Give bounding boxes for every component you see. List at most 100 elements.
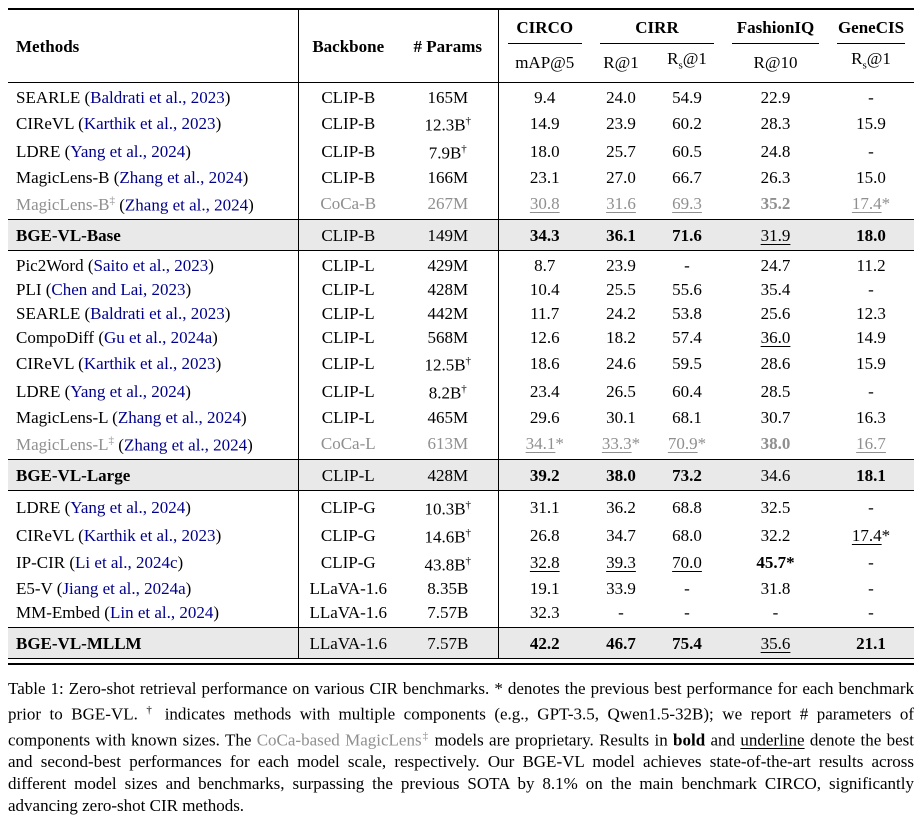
value-cell: 69.3: [651, 189, 723, 220]
value-cell: 27.0: [591, 165, 651, 189]
value-cell: 25.5: [591, 278, 651, 302]
spacer-cell: [8, 659, 914, 665]
value-cell: 35.2: [723, 189, 828, 220]
value-cell: 36.1: [591, 220, 651, 251]
metric-value: 54.9: [672, 88, 702, 108]
citation-link[interactable]: Lin et al., 2024: [109, 603, 214, 623]
citation-link[interactable]: Karthik et al., 2023: [83, 354, 216, 374]
table-row: PLI (Chen and Lai, 2023) CLIP-L 428M 10.4 25…: [8, 277, 914, 302]
citation-link[interactable]: Gu et al., 2024a: [104, 328, 213, 348]
metric-value: 59.5: [672, 354, 702, 374]
table-row: IP-CIR (Li et al., 2024c) CLIP-G 43.8B† 32.…: [8, 549, 914, 577]
value-cell: -: [591, 601, 651, 628]
value-cell: 35.4: [723, 278, 828, 302]
value-cell: -: [828, 601, 914, 628]
value-cell: 15.0: [828, 165, 914, 189]
citation-link[interactable]: Saito et al., 2023: [93, 256, 209, 276]
value-cell: 10.4: [498, 278, 591, 302]
table-row: Pic2Word (Saito et al., 2023) CLIP-L 429M 8…: [8, 250, 914, 278]
method-name: MagicLens-L‡: [16, 434, 115, 455]
citation-link[interactable]: Zhang et al., 2024: [124, 195, 249, 215]
metric-value: 32.3: [529, 603, 560, 623]
value-cell: -: [828, 491, 914, 522]
citation-link[interactable]: Karthik et al., 2023: [83, 114, 216, 134]
paren: (: [114, 195, 125, 215]
citation-link[interactable]: Yang et al., 2024: [70, 381, 186, 401]
params-cell: 428M: [398, 459, 499, 491]
paren: (: [73, 354, 84, 374]
method-cell: SEARLE (Baldrati et al., 2023): [8, 82, 299, 110]
backbone-cell: CLIP-G: [320, 498, 376, 518]
method-block: Pic2Word (Saito et al., 2023) CLIP-L 429M 8…: [8, 250, 915, 460]
metric-value: 26.3: [760, 167, 791, 187]
value-cell: 46.7: [591, 628, 651, 659]
method-name: LDRE: [16, 498, 61, 518]
method-name: SEARLE: [16, 88, 81, 108]
metric-value: 11.7: [530, 304, 560, 324]
value-cell: 24.0: [591, 83, 651, 110]
metric-value: 31.6: [606, 193, 636, 213]
value-cell: 28.6: [723, 350, 828, 378]
citation-link[interactable]: Baldrati et al., 2023: [90, 304, 225, 324]
paren: ): [215, 354, 222, 374]
value-cell: 34.3: [498, 220, 591, 251]
value-cell: -: [651, 577, 723, 601]
citation-link[interactable]: Zhang et al., 2024: [119, 167, 243, 187]
value-cell: 12.3: [828, 302, 914, 326]
bge-section: BGE-VL-MLLM LLaVA-1.6 7.57B 42.2 46.7 75.4 35.…: [8, 627, 915, 659]
metric-value: 24.7: [760, 256, 791, 276]
method-cell: MagicLens-L‡ (Zhang et al., 2024): [8, 429, 299, 460]
group-rule: [507, 43, 582, 44]
metric-value: 24.8: [760, 141, 791, 161]
group-rule: [600, 43, 715, 44]
value-cell: 32.2: [723, 521, 828, 549]
params-cell: 14.6B†: [398, 521, 499, 550]
bge-section: BGE-VL-Base CLIP-B 149M 34.3 36.1 71.6 31.9 18.…: [8, 219, 915, 251]
citation-link[interactable]: Li et al., 2024c: [75, 553, 178, 573]
value-cell: 42.2: [498, 628, 591, 659]
value-cell: 11.7: [498, 302, 591, 326]
value-cell: -: [828, 549, 914, 577]
paren: (: [52, 579, 63, 599]
value-cell: 28.5: [723, 378, 828, 406]
value-cell: 9.4: [498, 83, 591, 110]
metric-value: 16.7: [856, 433, 886, 453]
table-row: LDRE (Yang et al., 2024) CLIP-L 8.2B† 23.4 2…: [8, 377, 914, 406]
group-label: CIRR: [635, 18, 679, 37]
group-header-row: Methods Backbone # Params CIRCO CIRR Fas…: [8, 9, 914, 83]
backbone-cell: CLIP-B: [321, 141, 376, 161]
bge-highlight-row: BGE-VL-Large CLIP-L 428M 39.2 38.0 73.2 34.6 18…: [8, 459, 915, 491]
citation-link[interactable]: Baldrati et al., 2023: [90, 88, 225, 108]
paren: (: [41, 280, 52, 300]
params-cell: 10.3B†: [398, 490, 499, 522]
params-cell: 8.35B: [398, 576, 499, 601]
table-row: MagicLens-L (Zhang et al., 2024) CLIP-L 46…: [8, 405, 914, 430]
value-cell: 23.4: [498, 378, 591, 406]
metric-value: 14.9: [529, 114, 560, 134]
paren: (: [80, 88, 91, 108]
paren: ): [177, 553, 184, 573]
citation-link[interactable]: Karthik et al., 2023: [83, 525, 216, 545]
value-cell: 38.0: [723, 429, 828, 460]
metric-value: 68.1: [672, 407, 702, 427]
metric-value: 18.0: [529, 141, 560, 161]
metric-value: 22.9: [760, 88, 791, 108]
params-cell: 166M: [398, 165, 499, 190]
params-cell: 465M: [398, 405, 499, 430]
metric-value: 30.7: [760, 407, 791, 427]
citation-link[interactable]: Yang et al., 2024: [70, 498, 186, 518]
value-cell: 14.9: [498, 110, 591, 138]
value-cell: 24.7: [723, 251, 828, 278]
citation-link[interactable]: Zhang et al., 2024: [123, 435, 248, 455]
citation-link[interactable]: Yang et al., 2024: [70, 141, 186, 161]
value-cell: 55.6: [651, 278, 723, 302]
value-cell: 32.3: [498, 601, 591, 628]
metric-value: 39.3: [606, 553, 636, 573]
value-cell: 60.2: [651, 110, 723, 138]
col-header-params: # Params: [398, 9, 499, 83]
citation-link[interactable]: Jiang et al., 2024a: [62, 579, 186, 599]
citation-link[interactable]: Chen and Lai, 2023: [51, 280, 186, 300]
citation-link[interactable]: Zhang et al., 2024: [117, 407, 242, 427]
metric-value: 18.6: [529, 354, 560, 374]
value-cell: 75.4: [651, 628, 723, 659]
